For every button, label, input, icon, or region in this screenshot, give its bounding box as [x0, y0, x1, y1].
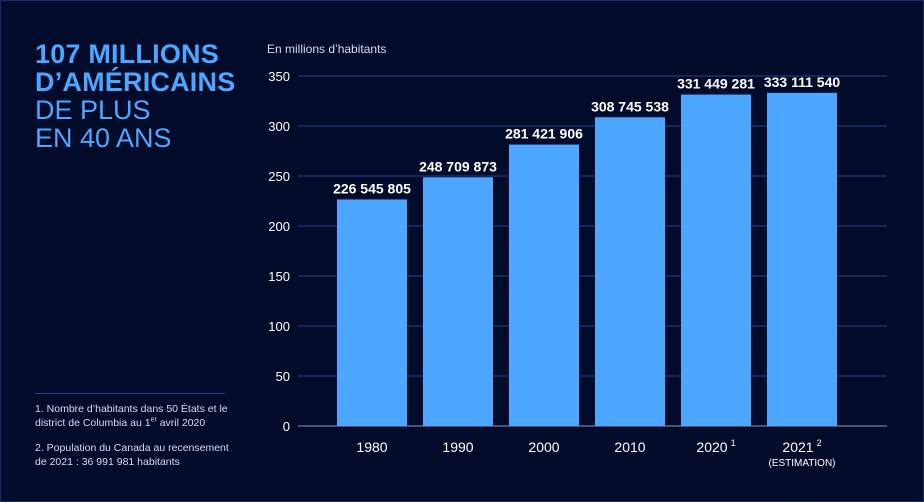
x-tick-year: 2021 [782, 439, 813, 455]
footnote-1: 1. Nombre d’habitants dans 50 États et l… [35, 402, 235, 430]
x-tick-label: 2010 [614, 439, 645, 455]
bar [423, 177, 493, 426]
y-axis-ticks: 0 50 100 150 200 250 300 350 [268, 69, 290, 434]
headline-line-4: EN 40 ANS [35, 123, 172, 153]
bar-value-label: 226 545 805 [333, 180, 411, 196]
x-tick-label: 2021 2 [782, 438, 821, 455]
bar-value-label: 281 421 906 [505, 126, 583, 142]
bar [337, 199, 407, 426]
bar [681, 94, 751, 426]
y-tick-label: 350 [268, 69, 290, 84]
x-tick-label: 2020 1 [696, 438, 735, 455]
x-tick-year: 2020 [696, 439, 727, 455]
bar [595, 117, 665, 427]
x-tick-superscript: 2 [817, 438, 822, 448]
bars: 226 545 805 248 709 873 281 421 906 308 745… [333, 74, 841, 427]
x-axis-labels: 1980 1990 2000 2010 2020 1 2021 2 (ESTIMATION) [356, 438, 835, 469]
y-tick-label: 300 [268, 119, 290, 134]
bar-value-label: 248 709 873 [419, 158, 497, 174]
x-tick-year: 2000 [528, 439, 559, 455]
headline: 107 MILLIONS D’AMÉRICAINS DE PLUS EN 40 … [35, 40, 255, 152]
x-tick-label: 1990 [442, 439, 473, 455]
bar-value-label: 333 111 540 [764, 74, 841, 90]
y-tick-label: 150 [268, 269, 290, 284]
bar [509, 144, 579, 426]
x-tick-year: 1980 [356, 439, 387, 455]
y-tick-label: 100 [268, 319, 290, 334]
headline-line-2: D’AMÉRICAINS [35, 67, 236, 97]
y-tick-label: 250 [268, 169, 290, 184]
footnote-1-text: 1. Nombre d’habitants dans 50 États et l… [35, 403, 228, 429]
y-tick-label: 0 [283, 419, 290, 434]
y-tick-label: 50 [276, 369, 290, 384]
x-tick-year: 2010 [614, 439, 645, 455]
y-tick-label: 200 [268, 219, 290, 234]
x-tick-superscript: 1 [731, 438, 736, 448]
bar [767, 92, 837, 426]
footnote-1-superscript: er [150, 416, 157, 424]
footnote-1-date: avril 2020 [156, 417, 206, 429]
bar-value-label: 308 745 538 [591, 98, 669, 114]
headline-line-3: DE PLUS [35, 95, 151, 125]
x-tick-label: 1980 [356, 439, 387, 455]
bar-value-label: 331 449 281 [677, 76, 755, 92]
headline-line-1: 107 MILLIONS [35, 39, 219, 69]
y-axis-unit-label: En millions d’habitants [267, 42, 386, 56]
x-tick-year: 1990 [442, 439, 473, 455]
x-tick-label: 2000 [528, 439, 559, 455]
notes-divider [35, 393, 225, 394]
x-tick-sublabel: (ESTIMATION) [768, 458, 835, 469]
footnote-2: 2. Population du Canada au recensement d… [35, 442, 229, 468]
